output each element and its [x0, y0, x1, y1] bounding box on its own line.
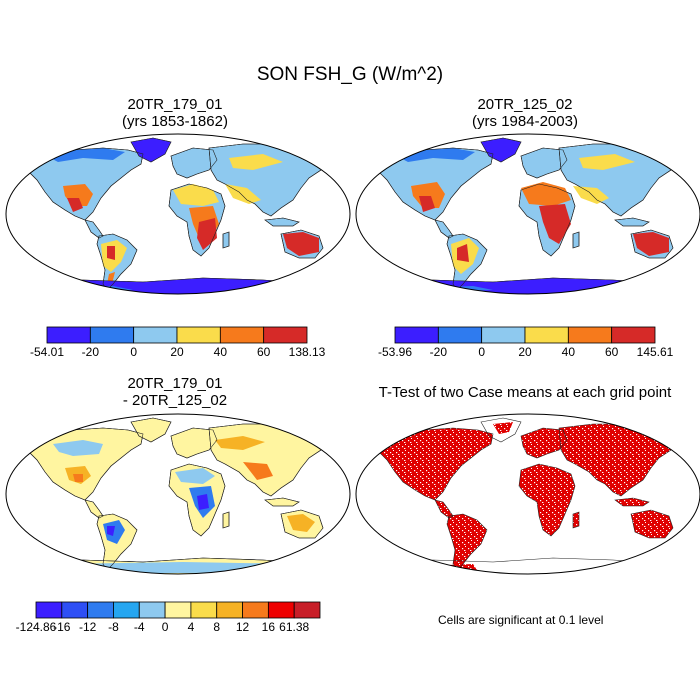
map-ttest — [355, 413, 700, 575]
colorbar-diff-label-0: -124.86 — [15, 620, 57, 634]
colorbar-diff-label-1: -16 — [53, 620, 71, 634]
panel-title-diff: 20TR_179_01 - 20TR_125_02 — [25, 375, 325, 409]
colorbar-case1-label-4: 40 — [213, 345, 228, 359]
colorbar-case1-swatch-2 — [133, 326, 178, 344]
colorbar-diff-swatch-10 — [293, 601, 321, 619]
colorbar-case2-label-6: 145.61 — [636, 345, 674, 359]
colorbar-case1-swatch-1 — [89, 326, 135, 344]
panel-title-case1: 20TR_179_01 (yrs 1853-1862) — [25, 96, 325, 130]
panel-title-case2-line1: 20TR_125_02 — [477, 96, 573, 113]
colorbar-case2-label-1: -20 — [429, 345, 447, 359]
colorbar-case1-label-0: -54.01 — [29, 345, 65, 359]
colorbar-case2-swatch-4 — [567, 326, 613, 344]
panel-title-case2: 20TR_125_02 (yrs 1984-2003) — [375, 96, 675, 130]
colorbar-diff-label-4: -4 — [133, 620, 145, 634]
colorbar-case1-label-6: 138.13 — [288, 345, 326, 359]
colorbar-case2-label-5: 60 — [604, 345, 619, 359]
colorbar-diff-swatch-2 — [87, 601, 114, 619]
panel-title-case2-line2: (yrs 1984-2003) — [472, 113, 578, 130]
colorbar-case1-label-2: 0 — [130, 345, 137, 359]
colorbar-case2-label-3: 20 — [518, 345, 532, 359]
colorbar-diff-label-3: -8 — [108, 620, 119, 634]
colorbar-case2-swatch-1 — [437, 326, 483, 344]
significance-note: Cells are significant at 0.1 level — [438, 613, 604, 627]
colorbar-diff-swatch-6 — [190, 601, 218, 619]
colorbar-case2-label-2: 0 — [478, 345, 485, 359]
colorbar-case1-label-1: -20 — [81, 345, 99, 359]
colorbar-case1-swatch-3 — [176, 326, 221, 344]
colorbar-case1-swatch-4 — [219, 326, 265, 344]
colorbar-diff-swatch-0 — [35, 601, 63, 619]
colorbar-case2-label-4: 40 — [561, 345, 576, 359]
colorbar-case2-label-0: -53.96 — [377, 345, 413, 359]
colorbar-diff-swatch-8 — [242, 601, 269, 619]
colorbar-diff-swatch-4 — [138, 601, 166, 619]
colorbar-diff-label-8: 12 — [235, 620, 250, 634]
colorbar-diff-label-9: 16 — [261, 620, 276, 634]
colorbar-diff-label-10: 61.38 — [279, 620, 310, 634]
colorbar-diff-label-6: 4 — [187, 620, 195, 634]
colorbar-diff — [35, 601, 321, 619]
panel-title-case1-line1: 20TR_179_01 — [127, 96, 223, 113]
colorbar-case1-label-5: 60 — [256, 345, 271, 359]
map-case2 — [355, 133, 700, 295]
map-diff — [5, 413, 351, 575]
colorbar-diff-label-5: 0 — [161, 620, 169, 634]
map-case1 — [5, 133, 351, 295]
colorbar-case2-swatch-5 — [611, 326, 656, 344]
colorbar-case2-swatch-0 — [394, 326, 439, 344]
colorbar-case1-swatch-5 — [263, 326, 308, 344]
colorbar-diff-label-2: -12 — [78, 620, 97, 634]
panel-title-diff-line1: 20TR_179_01 — [127, 375, 223, 392]
colorbar-case2-swatch-3 — [524, 326, 569, 344]
colorbar-case1-swatch-0 — [46, 326, 91, 344]
colorbar-diff-swatch-1 — [61, 601, 89, 619]
colorbar-diff-swatch-5 — [164, 601, 192, 619]
colorbar-case2 — [394, 326, 656, 344]
colorbar-diff-swatch-7 — [216, 601, 243, 619]
colorbar-case1 — [46, 326, 308, 344]
colorbar-diff-swatch-3 — [113, 601, 140, 619]
colorbar-diff-swatch-9 — [267, 601, 295, 619]
colorbar-case1-label-3: 20 — [170, 345, 184, 359]
colorbar-diff-label-7: 8 — [213, 620, 221, 634]
colorbar-case2-swatch-2 — [481, 326, 526, 344]
panel-title-ttest: T-Test of two Case means at each grid po… — [355, 384, 695, 401]
figure-title: SON FSH_G (W/m^2) — [256, 64, 444, 85]
panel-title-ttest-line1: T-Test of two Case means at each grid po… — [378, 384, 672, 401]
panel-title-diff-line2: - 20TR_125_02 — [122, 392, 228, 409]
panel-title-case1-line2: (yrs 1853-1862) — [122, 113, 228, 130]
